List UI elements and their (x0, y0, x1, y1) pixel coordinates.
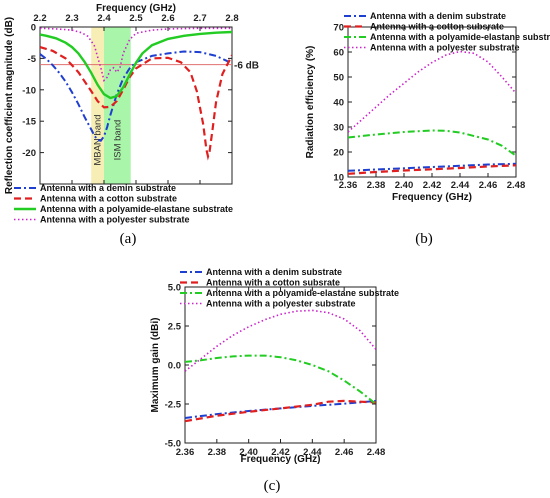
plot-frame (39, 26, 233, 185)
x-tick-label: 2.48 (367, 447, 386, 458)
panel-label: (a) (120, 231, 137, 247)
y-tick-label: 70 (333, 23, 344, 34)
x-tick-label: 2.3 (65, 13, 78, 24)
legend-label-0: Antenna with a denim substrate (206, 267, 342, 277)
band-1 (104, 27, 131, 184)
series-line-3 (40, 27, 232, 82)
x-axis-label: Frequency (GHz) (240, 454, 320, 465)
x-tick-label: 2.36 (339, 180, 358, 191)
series-group (185, 309, 376, 423)
x-tick-label: 2.42 (423, 180, 442, 191)
panel-label: (b) (415, 231, 433, 247)
series-line-3 (348, 50, 516, 133)
x-tick-label: 2.44 (451, 180, 470, 191)
legend-label-2: Antenna with a polyamide-elastane substr… (206, 288, 399, 298)
x-tick-label: 2.46 (335, 447, 354, 458)
y-tick-label: -15 (22, 117, 36, 128)
x-tick-label: 2.44 (303, 447, 322, 458)
x-axis-label: Frequency (GHz) (392, 192, 472, 203)
series-line-0 (40, 50, 232, 142)
legend-label-3: Antenna with a polyester substrate (206, 299, 356, 309)
series-line-2 (348, 129, 516, 157)
y-tick-label: 50 (333, 73, 344, 84)
legend-label-1: Antenna with a cotton substrate (40, 194, 177, 204)
series-line-1 (40, 46, 232, 161)
series-line-0 (185, 399, 376, 419)
y-tick-label: 30 (333, 123, 344, 134)
legend-label-1: Antenna with a cotton subsrate (370, 22, 504, 32)
y-tick-label: 0.0 (168, 361, 181, 372)
x-tick-label: 2.38 (208, 447, 227, 458)
legend-label-1: Antenna with a cotton subsrate (206, 278, 340, 288)
y-tick-label: -5.0 (165, 439, 181, 450)
band-label-1: ISM band (112, 120, 123, 161)
y-tick-label: 10 (333, 173, 344, 184)
x-tick-label: 2.5 (129, 13, 143, 24)
y-axis-label: Radiation efficiency (%) (305, 46, 316, 159)
x-tick-label: 2.6 (161, 13, 174, 24)
y-axis-label: Reflection coefficient magnitude (dB) (4, 17, 15, 194)
y-tick-label: 5.0 (168, 283, 181, 294)
x-tick-label: 2.40 (239, 447, 258, 458)
series-line-1 (185, 399, 376, 423)
x-tick-label: 2.36 (176, 447, 195, 458)
y-tick-label: -20 (22, 148, 36, 159)
legend-label-3: Antenna with a polyester substrate (370, 43, 520, 53)
series-line-1 (348, 164, 516, 175)
legend-label-2: Antenna with a polyamide-elastane substr… (40, 204, 233, 214)
legend-label-2: Antenna with a polyamide-elastane substr… (370, 32, 550, 42)
x-tick-label: 2.42 (271, 447, 290, 458)
y-tick-label: -5 (28, 54, 37, 65)
chart-b: 2.36 2.38 2.40 2.42 2.44 2.46 2.48 10 20 30 40 50 60… (305, 11, 550, 247)
x-tick-label: 2.7 (193, 13, 206, 24)
plot-frame (184, 286, 377, 444)
series-line-0 (348, 162, 516, 172)
chart-c: 2.36 2.38 2.40 2.42 2.44 2.46 2.48 5.0 2.5 0.0 -2.… (150, 267, 399, 494)
series-group (40, 27, 232, 161)
y-tick-label: -10 (22, 85, 36, 96)
x-tick-label: 2.38 (367, 180, 386, 191)
y-axis-label: Maximum gain (dBi) (150, 317, 161, 412)
x-tick-label: 2.48 (507, 180, 526, 191)
series-line-2 (185, 354, 376, 405)
legend-label-0: Antenna with a denim substrate (370, 11, 506, 21)
band-0 (91, 27, 104, 184)
panel-label: (c) (264, 478, 281, 494)
y-tick-label: 40 (333, 98, 344, 109)
x-tick-label: 2.8 (225, 13, 238, 24)
x-tick-label: 2.2 (33, 13, 46, 24)
y-tick-label: 60 (333, 48, 344, 59)
y-tick-label: 2.5 (168, 322, 182, 333)
threshold-label: -6 dB (234, 61, 259, 72)
x-tick-label: 2.40 (395, 180, 414, 191)
x-tick-label: 2.4 (97, 13, 111, 24)
y-tick-label: 0 (31, 23, 36, 34)
y-tick-label: 20 (333, 148, 344, 159)
legend-label-0: Antenna with a demin substrate (40, 183, 176, 193)
series-line-3 (185, 309, 376, 372)
legend-label-3: Antenna with a polyester substrate (40, 215, 190, 225)
series-line-2 (40, 30, 232, 100)
x-tick-label: 2.46 (479, 180, 498, 191)
x-axis-label: Frequency (GHz) (96, 3, 176, 14)
series-group (348, 50, 516, 175)
y-tick-label: -2.5 (165, 400, 182, 411)
